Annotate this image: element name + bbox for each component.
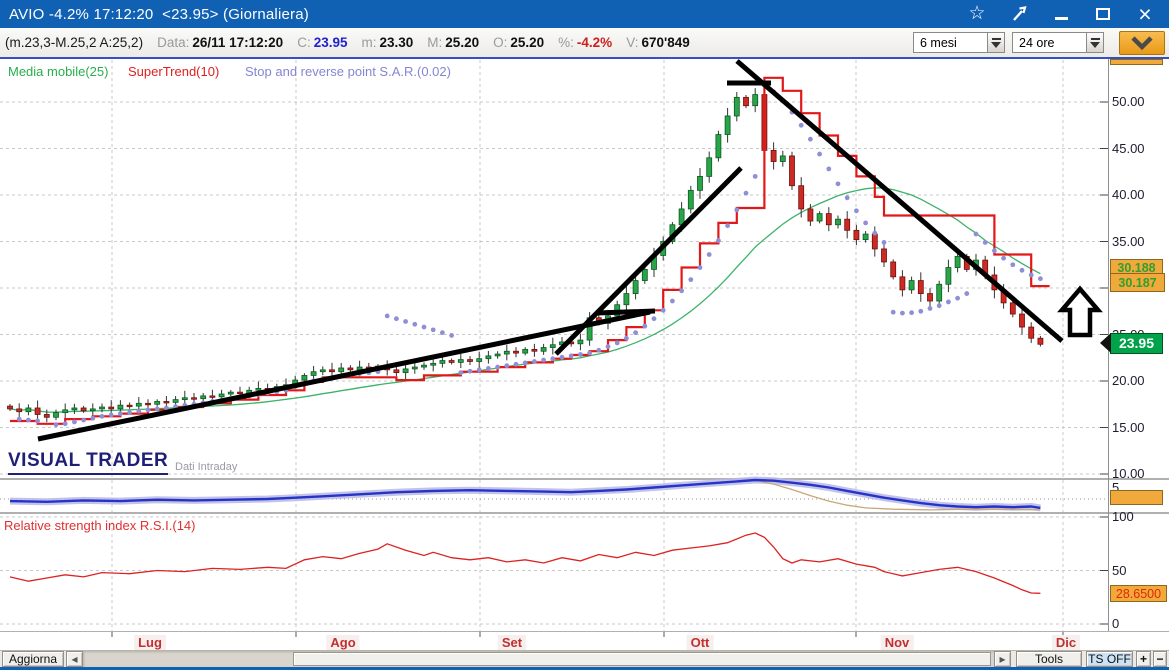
price-axis-tick-label: 15.00	[1112, 419, 1145, 435]
period-select-dropdown-icon[interactable]	[987, 33, 1004, 52]
tools-button[interactable]: Tools	[1016, 651, 1082, 667]
title-bar: AVIO -4.2% 17:12:20 <23.95> (Giornaliera…	[0, 0, 1169, 28]
last-price-box: 23.95	[1100, 333, 1163, 354]
chart-canvas[interactable]	[0, 59, 1169, 652]
trend-line-annotations[interactable]	[37, 59, 1103, 442]
window-bottom-border	[0, 667, 1169, 670]
quote-field-value: 25.20	[510, 35, 545, 50]
legend-sar[interactable]: Stop and reverse point S.A.R.(0.02)	[245, 64, 451, 79]
quote-field-value: 25.20	[445, 35, 480, 50]
visual-trader-watermark: VISUAL TRADER	[8, 450, 169, 475]
scrollbar-track[interactable]	[83, 651, 994, 667]
legend-supertrend[interactable]: SuperTrend(10)	[128, 64, 220, 79]
quote-field-value: 26/11 17:12:20	[192, 35, 284, 50]
quote-fields: Data: 26/11 17:12:20 C: 23.95 m: 23.30 M: 25.20…	[143, 35, 690, 50]
tool-wrench-icon[interactable]	[1009, 4, 1029, 24]
scroll-right-button[interactable]: ▸	[994, 651, 1011, 667]
quote-field-value: 23.95	[313, 35, 348, 50]
price-axis-tick-label: 10.00	[1112, 466, 1145, 481]
zoom-in-button[interactable]: +	[1136, 651, 1151, 667]
dati-intraday-note: Dati Intraday	[175, 461, 238, 473]
rsi-value-box: 28.6500	[1110, 585, 1167, 602]
quote-field-label: M:	[427, 35, 443, 50]
sar-dots	[16, 82, 1043, 428]
chart-region: Media mobile(25) SuperTrend(10) Stop and…	[0, 57, 1169, 650]
quote-field-label: O:	[493, 35, 508, 50]
scroll-left-button[interactable]: ◂	[66, 651, 83, 667]
sar-value-box: 30.187	[1110, 273, 1165, 292]
moving-average-line	[9, 187, 1041, 413]
supertrend-line	[9, 76, 1050, 425]
rsi-axis-tick-label: 100	[1112, 509, 1134, 524]
minimize-button[interactable]	[1051, 4, 1071, 24]
rsi-indicator-label[interactable]: Relative strength index R.S.I.(14)	[4, 518, 196, 533]
price-axis-tick-label: 50.00	[1112, 94, 1145, 109]
up-arrow-annotation[interactable]	[1057, 285, 1103, 338]
chevron-down-icon	[1131, 35, 1153, 50]
ts-off-button[interactable]: TS OFF	[1086, 651, 1133, 667]
interval-select-dropdown-icon[interactable]	[1086, 33, 1103, 52]
mid-indicator-lines	[9, 476, 1041, 512]
mid-axis-tick-label: 5	[1112, 480, 1120, 495]
quote-field-label: V:	[626, 35, 639, 50]
rsi-line	[9, 532, 1041, 594]
aggiorna-button[interactable]: Aggiorna	[2, 651, 64, 667]
chart-period-controls: 6 mesi 24 ore	[913, 30, 1169, 55]
candlestick-series	[7, 87, 1044, 423]
quote-field-label: m:	[361, 35, 377, 50]
legend-moving-average[interactable]: Media mobile(25)	[8, 64, 109, 79]
rsi-axis-tick-label: 0	[1112, 616, 1120, 631]
price-pointer-icon	[1100, 333, 1111, 353]
price-axis-tick-label: 20.00	[1112, 373, 1145, 388]
x-axis-month-label: Ago	[326, 635, 360, 650]
favorite-star-icon[interactable]: ☆	[968, 3, 986, 24]
x-axis-month-label: Set	[497, 635, 527, 650]
period-select[interactable]: 6 mesi	[913, 32, 1005, 53]
bottom-toolbar: Aggiorna ◂ ▸ Tools TS OFF + −	[0, 650, 1169, 667]
window-title: AVIO -4.2% 17:12:20 <23.95> (Giornaliera…	[9, 5, 309, 23]
x-axis-month-label: Ott	[686, 635, 714, 650]
price-axis-tick-label: 35.00	[1112, 233, 1145, 249]
interval-select[interactable]: 24 ore	[1012, 32, 1104, 53]
expand-panel-button[interactable]	[1119, 30, 1165, 55]
quote-field-value: 23.30	[379, 35, 414, 50]
scrollbar-thumb[interactable]	[293, 652, 991, 666]
title-bar-controls: ☆ ×	[967, 1, 1169, 27]
quote-field-value: -4.2%	[576, 35, 613, 50]
x-axis-month-label: Nov	[880, 635, 914, 650]
quote-field-value: 670'849	[641, 35, 690, 50]
quote-field-label: Data:	[157, 35, 190, 50]
rsi-axis-tick-label: 50	[1112, 562, 1127, 578]
quote-field-label: %:	[558, 35, 574, 50]
maximize-button[interactable]	[1093, 4, 1113, 24]
zoom-out-button[interactable]: −	[1153, 651, 1167, 667]
panel-dividers	[0, 59, 1169, 637]
range-summary: (m.23,3-M.25,2 A:25,2)	[5, 35, 144, 50]
clipped-value-box	[1110, 59, 1163, 65]
price-axis-tick-label: 40.00	[1112, 187, 1145, 202]
close-button[interactable]: ×	[1138, 1, 1152, 27]
x-axis-month-label: Lug	[134, 635, 166, 650]
x-axis-month-label: Dic	[1051, 635, 1081, 650]
quote-info-bar: (m.23,3-M.25,2 A:25,2) Data: 26/11 17:12:…	[0, 28, 1169, 57]
mid-indicator-value-box	[1110, 490, 1163, 505]
quote-field-label: C:	[297, 35, 311, 50]
price-axis-tick-label: 45.00	[1112, 140, 1145, 156]
